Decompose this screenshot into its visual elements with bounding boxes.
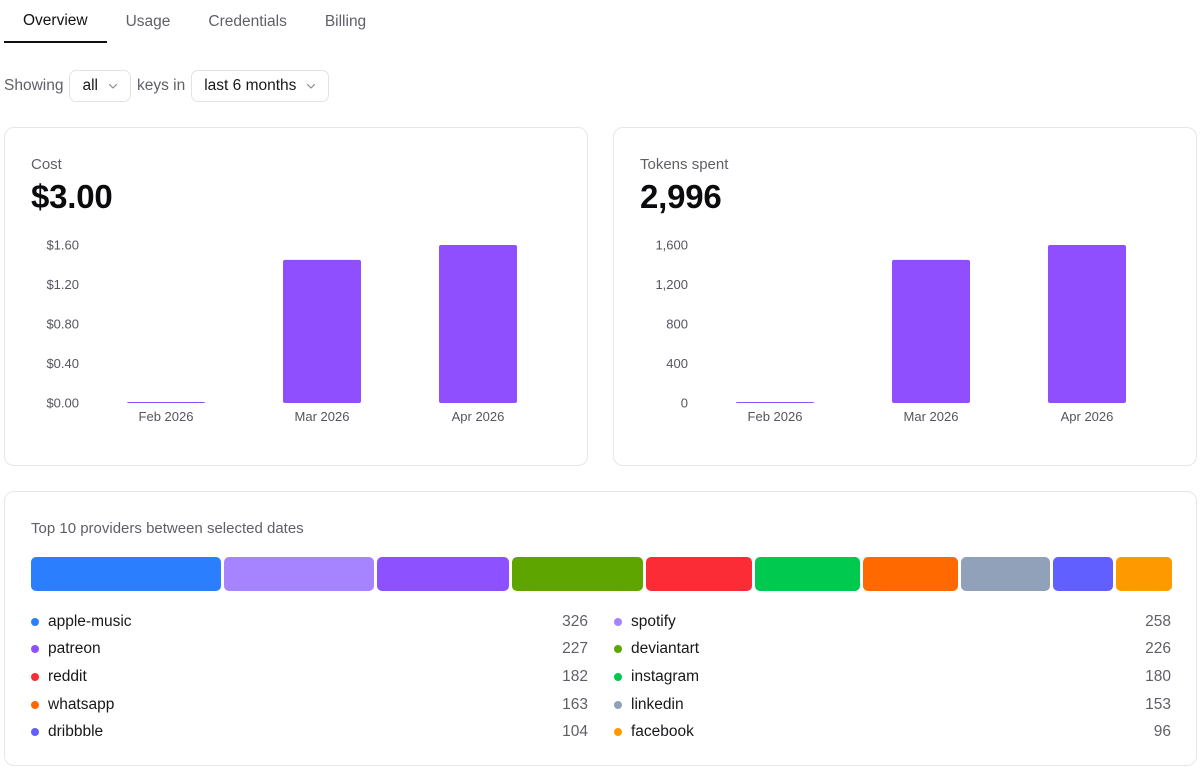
legend-item-spotify[interactable]: spotify 258 bbox=[614, 608, 1171, 636]
x-tick-label: Apr 2026 bbox=[452, 409, 505, 424]
legend-count: 153 bbox=[1145, 695, 1171, 713]
provider-segment-spotify[interactable] bbox=[223, 557, 374, 591]
legend-name: dribbble bbox=[48, 723, 104, 741]
legend-name: instagram bbox=[631, 667, 700, 685]
provider-segment-linkedin[interactable] bbox=[960, 557, 1050, 591]
cost-value: $3.00 bbox=[31, 178, 113, 215]
cost-card: Cost $3.00 $0.00 $0.40 $0.80 $1.20 $1.60 Feb … bbox=[4, 127, 588, 466]
legend-dot-icon bbox=[614, 700, 622, 709]
showing-label: Showing bbox=[4, 77, 64, 94]
legend-item-reddit[interactable]: reddit 182 bbox=[31, 663, 588, 691]
x-tick-label: Apr 2026 bbox=[1061, 409, 1114, 424]
tokens-title: Tokens spent bbox=[640, 156, 729, 173]
tab-usage[interactable]: Usage bbox=[125, 12, 171, 30]
providers-title: Top 10 providers between selected dates bbox=[31, 520, 304, 537]
tokens-value: 2,996 bbox=[640, 178, 722, 215]
bar[interactable] bbox=[127, 402, 205, 403]
keys-in-label: keys in bbox=[136, 77, 186, 94]
y-tick-label: $1.20 bbox=[46, 277, 79, 292]
y-tick-label: 1,200 bbox=[655, 277, 688, 292]
y-tick-label: $1.60 bbox=[46, 238, 79, 253]
legend-count: 258 bbox=[1145, 612, 1171, 630]
providers-stacked-bar bbox=[31, 557, 1172, 591]
legend-name: reddit bbox=[48, 667, 87, 685]
legend-dot-icon bbox=[614, 645, 622, 654]
legend-name: spotify bbox=[631, 612, 676, 630]
date-range-select-value: last 6 months bbox=[204, 77, 297, 94]
y-tick-label: $0.00 bbox=[46, 396, 79, 411]
legend-dot-icon bbox=[614, 617, 622, 626]
keys-select[interactable]: all bbox=[69, 70, 131, 102]
y-tick-label: 0 bbox=[681, 396, 688, 411]
tokens-bar-chart: 0 400 800 1,200 1,600 Feb 2026 Mar 2026 Apr 202… bbox=[655, 238, 1126, 424]
x-tick-label: Mar 2026 bbox=[904, 409, 959, 424]
cost-title: Cost bbox=[31, 156, 62, 173]
legend-dot-icon bbox=[614, 672, 622, 681]
legend-count: 96 bbox=[1153, 723, 1171, 741]
tokens-card: Tokens spent 2,996 0 400 800 1,200 1,600 Feb … bbox=[613, 127, 1197, 466]
bar[interactable] bbox=[1048, 245, 1126, 403]
tab-bar: Overview Usage Credentials Billing bbox=[4, 0, 1196, 44]
legend-name: patreon bbox=[48, 640, 101, 658]
legend-item-instagram[interactable]: instagram 180 bbox=[614, 663, 1171, 691]
cost-bar-chart: $0.00 $0.40 $0.80 $1.20 $1.60 Feb 2026 Mar 202… bbox=[46, 238, 517, 424]
legend-name: facebook bbox=[631, 723, 694, 741]
providers-legend: apple-music 326 spotify 258 patreon 227 devian… bbox=[31, 608, 1172, 746]
chevron-down-icon bbox=[108, 81, 118, 91]
legend-dot-icon bbox=[31, 728, 39, 737]
provider-segment-apple-music[interactable] bbox=[31, 557, 221, 591]
legend-name: whatsapp bbox=[48, 695, 115, 713]
legend-item-whatsapp[interactable]: whatsapp 163 bbox=[31, 691, 588, 719]
legend-count: 104 bbox=[562, 723, 588, 741]
y-tick-label: $0.40 bbox=[46, 356, 79, 371]
legend-name: apple-music bbox=[48, 612, 132, 630]
tab-credentials[interactable]: Credentials bbox=[208, 12, 287, 30]
keys-select-value: all bbox=[82, 77, 98, 94]
legend-dot-icon bbox=[31, 645, 39, 654]
x-tick-label: Feb 2026 bbox=[748, 409, 803, 424]
tab-billing[interactable]: Billing bbox=[324, 12, 367, 30]
legend-count: 163 bbox=[562, 695, 588, 713]
legend-dot-icon bbox=[31, 672, 39, 681]
x-tick-label: Mar 2026 bbox=[295, 409, 350, 424]
provider-segment-deviantart[interactable] bbox=[511, 557, 644, 591]
legend-count: 182 bbox=[562, 667, 588, 685]
legend-dot-icon bbox=[31, 700, 39, 709]
legend-count: 227 bbox=[562, 640, 588, 658]
legend-dot-icon bbox=[614, 728, 622, 737]
legend-item-facebook[interactable]: facebook 96 bbox=[614, 718, 1171, 746]
provider-segment-whatsapp[interactable] bbox=[862, 557, 958, 591]
provider-segment-facebook[interactable] bbox=[1116, 557, 1172, 591]
providers-card: Top 10 providers between selected dates … bbox=[4, 491, 1197, 766]
legend-name: deviantart bbox=[631, 640, 700, 658]
bar[interactable] bbox=[439, 245, 517, 403]
x-tick-label: Feb 2026 bbox=[139, 409, 194, 424]
y-tick-label: 800 bbox=[666, 317, 688, 332]
legend-item-linkedin[interactable]: linkedin 153 bbox=[614, 691, 1171, 719]
y-tick-label: 400 bbox=[666, 356, 688, 371]
bar[interactable] bbox=[892, 259, 970, 403]
provider-segment-reddit[interactable] bbox=[646, 557, 753, 591]
legend-item-deviantart[interactable]: deviantart 226 bbox=[614, 636, 1171, 664]
chevron-down-icon bbox=[306, 81, 316, 91]
legend-dot-icon bbox=[31, 617, 39, 626]
legend-item-patreon[interactable]: patreon 227 bbox=[31, 636, 588, 664]
bar[interactable] bbox=[283, 259, 361, 403]
provider-segment-patreon[interactable] bbox=[376, 557, 509, 591]
y-tick-label: 1,600 bbox=[655, 238, 688, 253]
filter-row: Showing all keys in last 6 months bbox=[4, 70, 330, 102]
tab-overview[interactable]: Overview bbox=[4, 0, 107, 43]
legend-item-dribbble[interactable]: dribbble 104 bbox=[31, 718, 588, 746]
provider-segment-instagram[interactable] bbox=[755, 557, 860, 591]
legend-count: 180 bbox=[1145, 667, 1171, 685]
legend-count: 326 bbox=[562, 612, 588, 630]
legend-name: linkedin bbox=[631, 695, 684, 713]
date-range-select[interactable]: last 6 months bbox=[191, 70, 330, 102]
legend-count: 226 bbox=[1145, 640, 1171, 658]
legend-item-apple-music[interactable]: apple-music 326 bbox=[31, 608, 588, 636]
bar[interactable] bbox=[736, 402, 814, 403]
provider-segment-dribbble[interactable] bbox=[1052, 557, 1114, 591]
y-tick-label: $0.80 bbox=[46, 317, 79, 332]
